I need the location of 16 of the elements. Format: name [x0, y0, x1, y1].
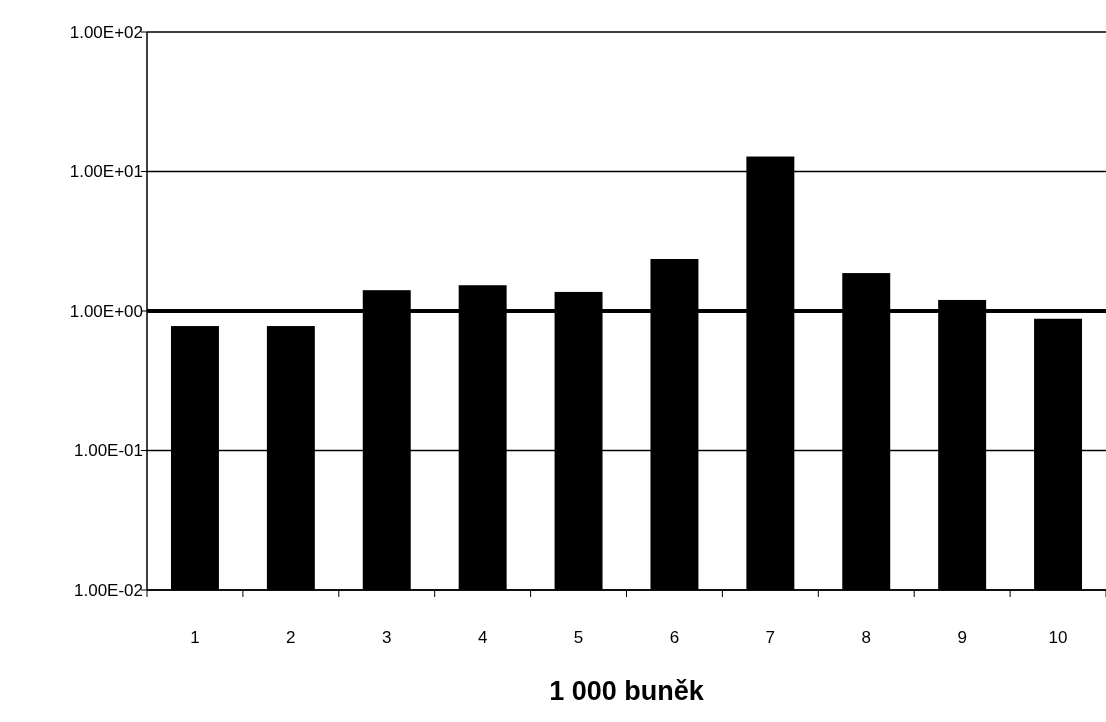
- y-tick-label: 1.00E-01: [74, 441, 143, 461]
- x-tick-label: 4: [477, 628, 488, 647]
- x-tick-label: 7: [765, 628, 776, 647]
- y-tick-label: 1.00E+00: [69, 301, 143, 321]
- x-tick-label: 9: [957, 628, 967, 647]
- x-axis-title: 1 000 buněk: [549, 676, 705, 706]
- x-tick-label: 2: [286, 628, 296, 647]
- x-tick-label: 8: [861, 628, 871, 647]
- y-tick-label: 1.00E+02: [69, 22, 143, 42]
- x-tick-label: 3: [382, 628, 392, 647]
- x-tick-label: 6: [669, 628, 680, 647]
- y-tick-label: 1.00E+01: [69, 162, 143, 182]
- y-tick-label: 1.00E-02: [74, 580, 143, 600]
- x-tick-label: 5: [573, 628, 584, 647]
- x-tick-label: 1: [190, 628, 200, 647]
- x-tick-label: 10: [1048, 628, 1068, 647]
